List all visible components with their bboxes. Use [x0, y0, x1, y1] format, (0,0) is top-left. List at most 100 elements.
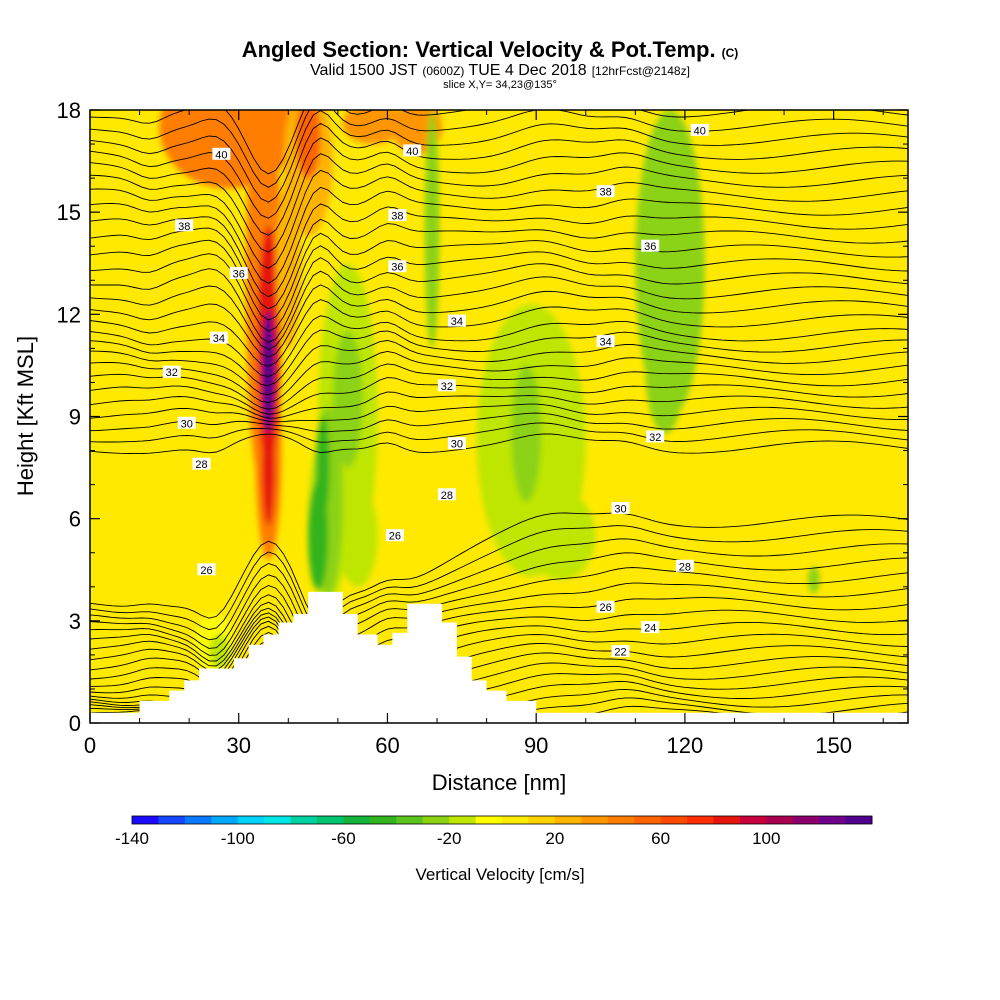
- contour-label: 26: [197, 563, 216, 577]
- pot-temp-contour: [90, 299, 908, 367]
- velocity-shading: [645, 297, 685, 434]
- colorbar-cell: [132, 816, 159, 824]
- pot-temp-contour: [90, 245, 908, 332]
- colorbar-tick-label: -140: [115, 829, 149, 848]
- pot-temp-contour: [90, 122, 908, 219]
- colorbar-cell: [766, 816, 794, 824]
- x-tick-label: 30: [226, 733, 250, 758]
- contour-label: 34: [596, 335, 615, 349]
- svg-text:40: 40: [215, 149, 227, 161]
- contour-label: 36: [229, 267, 248, 281]
- colorbar-cell: [369, 816, 397, 824]
- colorbar-tick-label: -100: [221, 829, 255, 848]
- contour-label: 28: [437, 488, 456, 502]
- contour-label: 30: [177, 416, 196, 430]
- pot-temp-contour: [90, 391, 908, 419]
- colorbar-cell: [475, 816, 503, 824]
- svg-text:34: 34: [599, 337, 611, 349]
- contour-label: 38: [388, 209, 407, 223]
- pot-temp-contour: [90, 284, 908, 358]
- colorbar: -140 -100 -60 -20 20 60 100 Vertical Velocity …: [115, 815, 873, 884]
- svg-text:32: 32: [649, 432, 661, 444]
- y-tick-label: 6: [69, 507, 81, 532]
- svg-text:28: 28: [195, 459, 207, 471]
- chart-title: Angled Section: Vertical Velocity & Pot.…: [242, 37, 739, 62]
- colorbar-cell: [713, 816, 741, 824]
- velocity-shading: [262, 416, 275, 526]
- x-axis-label: Distance [nm]: [432, 770, 567, 795]
- velocity-shading: [262, 310, 275, 434]
- pot-temp-contour: [90, 412, 908, 433]
- colorbar-cell: [264, 816, 291, 824]
- svg-text:36: 36: [391, 262, 403, 274]
- slice-info: slice X,Y= 34,23@135°: [443, 79, 557, 91]
- contour-label: 38: [596, 185, 615, 199]
- colorbar-tick-label: -60: [331, 829, 356, 848]
- pot-temp-contour: [90, 433, 908, 455]
- pot-temp-contour: [90, 186, 908, 284]
- colorbar-cell: [158, 816, 186, 824]
- pot-temp-contour: [90, 363, 908, 410]
- colorbar-cell: [343, 816, 371, 824]
- pot-temp-contour: [90, 538, 908, 641]
- colorbar-title: Vertical Velocity [cm/s]: [415, 865, 584, 884]
- contour-label: 22: [611, 645, 630, 659]
- colorbar-cell: [211, 816, 239, 824]
- contour-label: 28: [192, 457, 211, 471]
- colorbar-cell: [660, 816, 688, 824]
- svg-text:38: 38: [178, 221, 190, 233]
- colorbar-cell: [184, 816, 212, 824]
- svg-text:30: 30: [181, 418, 193, 430]
- pot-temp-contour: [90, 329, 908, 387]
- velocity-shading: [337, 484, 378, 587]
- contour-label: 30: [447, 437, 466, 451]
- colorbar-cell: [634, 816, 661, 824]
- colorbar-cell: [739, 816, 767, 824]
- colorbar-tick-label: -20: [437, 829, 462, 848]
- svg-text:30: 30: [451, 439, 463, 451]
- plot-area: 40 40403838383636363434343232323030302828…: [57, 98, 909, 758]
- colorbar-cell: [687, 816, 714, 824]
- svg-text:38: 38: [391, 211, 403, 223]
- contour-label: 28: [675, 559, 694, 573]
- y-tick-label: 0: [69, 711, 81, 736]
- contour-label: 34: [447, 314, 466, 328]
- colorbar-cell: [396, 816, 424, 824]
- x-tick-label: 0: [84, 733, 96, 758]
- contour-label: 32: [646, 430, 665, 444]
- velocity-shading: [295, 110, 321, 179]
- contour-label: 32: [162, 365, 181, 379]
- y-tick-label: 3: [69, 609, 81, 634]
- colorbar-cell: [422, 816, 450, 824]
- terrain: [90, 591, 908, 724]
- svg-text:38: 38: [599, 187, 611, 199]
- velocity-shading: [511, 365, 542, 502]
- colorbar-border: [131, 815, 873, 825]
- svg-text:24: 24: [644, 623, 656, 635]
- colorbar-cell: [845, 816, 873, 824]
- pot-temp-contour: [90, 218, 908, 310]
- contour-label: 26: [596, 600, 615, 614]
- y-tick-label: 15: [57, 200, 81, 225]
- contour-label: 36: [388, 260, 407, 274]
- pot-temp-contour: [90, 169, 908, 269]
- colorbar-cell: [290, 816, 318, 824]
- pot-temp-contour: [90, 377, 908, 415]
- pot-temp-contour: [90, 110, 908, 175]
- velocity-shading: [807, 566, 820, 594]
- contour-label: 40: [690, 123, 709, 137]
- pot-temp-contour: [90, 232, 908, 321]
- pot-temp-contour: [90, 525, 908, 631]
- svg-text:32: 32: [441, 381, 453, 393]
- x-tick-label: 90: [524, 733, 548, 758]
- pot-temp-contour: [90, 270, 908, 350]
- colorbar-cell: [502, 816, 529, 824]
- pot-temp-contour: [90, 257, 908, 343]
- svg-text:36: 36: [644, 241, 656, 253]
- contour-label: 36: [641, 239, 660, 253]
- colorbar-cell: [819, 816, 846, 824]
- colorbar-tick-label: 100: [752, 829, 780, 848]
- x-tick-label: 60: [375, 733, 399, 758]
- colorbar-cell: [528, 816, 556, 824]
